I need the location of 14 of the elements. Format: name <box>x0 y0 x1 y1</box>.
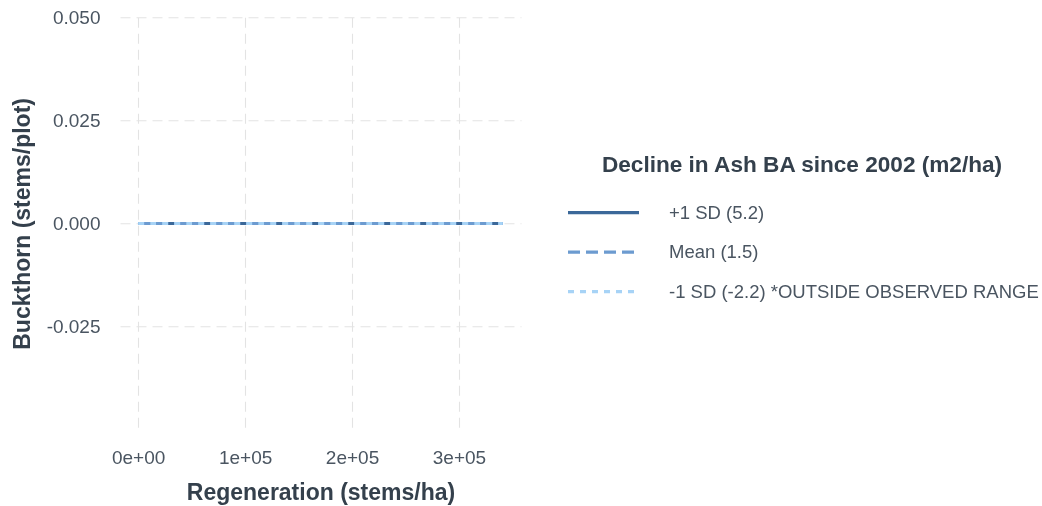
x-tick-label: 1e+05 <box>218 447 273 469</box>
legend-title: Decline in Ash BA since 2002 (m2/ha) <box>601 152 1003 177</box>
x-axis-title: Regeneration (stems/ha) <box>186 479 456 506</box>
x-tick-label: 3e+05 <box>432 447 487 469</box>
y-tick-label: 0.025 <box>52 109 101 131</box>
legend-label: +1 SD (5.2) <box>669 201 765 223</box>
y-tick-label: -0.025 <box>46 316 101 337</box>
legend-label: -1 SD (-2.2) *OUTSIDE OBSERVED RANGE <box>669 280 1039 302</box>
legend-label: Mean (1.5) <box>669 241 759 263</box>
x-tick-label: 0e+00 <box>111 447 166 469</box>
y-tick-label: 0.000 <box>52 212 101 234</box>
x-tick-label: 2e+05 <box>325 447 380 469</box>
y-tick-label: 0.050 <box>52 6 101 28</box>
y-axis-title: Buckthorn (stems/plot) <box>8 98 35 350</box>
